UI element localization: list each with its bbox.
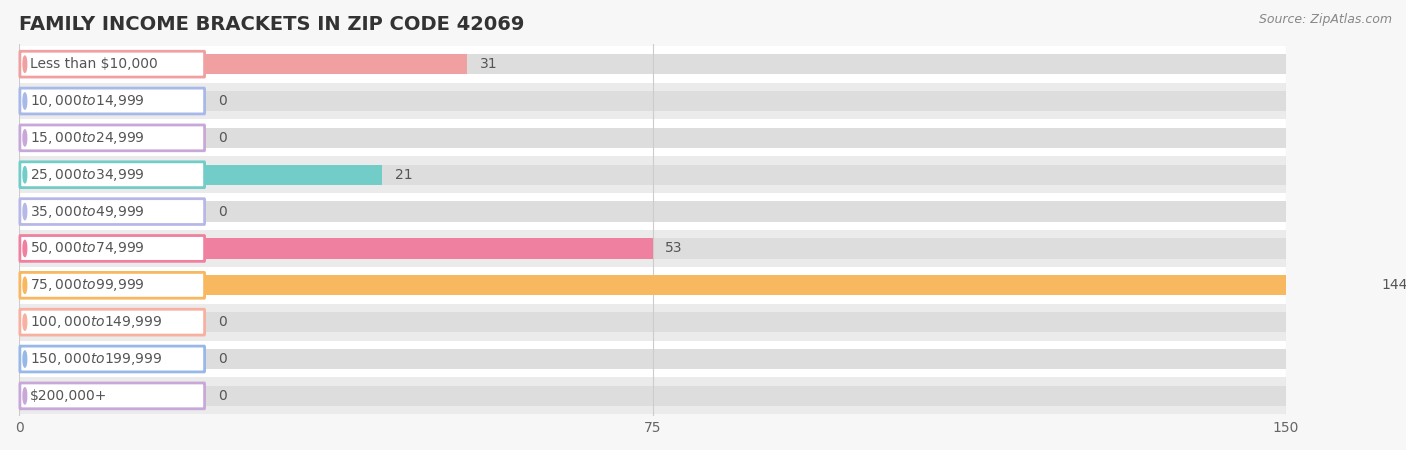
Bar [20,46,1285,83]
Bar [205,54,1285,74]
Circle shape [22,203,27,220]
Text: FAMILY INCOME BRACKETS IN ZIP CODE 42069: FAMILY INCOME BRACKETS IN ZIP CODE 42069 [20,15,524,34]
Bar [20,267,1285,304]
Circle shape [22,240,27,256]
Bar [205,54,467,74]
Circle shape [22,93,27,109]
Bar [205,238,1285,259]
FancyBboxPatch shape [20,199,205,225]
FancyBboxPatch shape [20,51,205,77]
Bar [205,349,1285,369]
Text: Source: ZipAtlas.com: Source: ZipAtlas.com [1258,14,1392,27]
Text: $200,000+: $200,000+ [30,389,107,403]
Bar [205,386,1285,406]
Bar [205,91,1285,111]
Text: 0: 0 [218,389,226,403]
Bar [20,341,1285,378]
Text: 144: 144 [1382,278,1406,293]
Circle shape [22,130,27,146]
FancyBboxPatch shape [20,272,205,298]
FancyBboxPatch shape [20,346,205,372]
Text: 0: 0 [218,94,226,108]
Text: $50,000 to $74,999: $50,000 to $74,999 [30,240,145,256]
Circle shape [22,351,27,367]
Bar [20,304,1285,341]
FancyBboxPatch shape [20,309,205,335]
Bar [205,238,652,259]
Text: 0: 0 [218,315,226,329]
Bar [20,193,1285,230]
Bar [20,119,1285,156]
Text: 0: 0 [218,352,226,366]
FancyBboxPatch shape [20,235,205,261]
Text: 31: 31 [479,57,498,71]
Bar [205,165,382,185]
Text: $15,000 to $24,999: $15,000 to $24,999 [30,130,145,146]
Text: $100,000 to $149,999: $100,000 to $149,999 [30,314,162,330]
Bar [20,230,1285,267]
Text: 0: 0 [218,205,226,219]
Bar [205,202,1285,222]
Text: $35,000 to $49,999: $35,000 to $49,999 [30,203,145,220]
Circle shape [22,277,27,293]
FancyBboxPatch shape [20,88,205,114]
Bar [205,275,1285,296]
Circle shape [22,166,27,183]
Text: 53: 53 [665,242,683,256]
Text: $10,000 to $14,999: $10,000 to $14,999 [30,93,145,109]
Bar [20,378,1285,414]
Text: 0: 0 [218,131,226,145]
Text: $75,000 to $99,999: $75,000 to $99,999 [30,277,145,293]
Circle shape [22,314,27,330]
Bar [205,128,1285,148]
Text: Less than $10,000: Less than $10,000 [30,57,157,71]
Bar [20,83,1285,119]
Circle shape [22,56,27,72]
Text: 21: 21 [395,168,413,182]
FancyBboxPatch shape [20,162,205,188]
Circle shape [22,388,27,404]
Text: $25,000 to $34,999: $25,000 to $34,999 [30,167,145,183]
Bar [205,275,1406,296]
FancyBboxPatch shape [20,383,205,409]
Bar [20,156,1285,193]
Text: $150,000 to $199,999: $150,000 to $199,999 [30,351,162,367]
FancyBboxPatch shape [20,125,205,151]
Bar [205,312,1285,332]
Bar [205,165,1285,185]
